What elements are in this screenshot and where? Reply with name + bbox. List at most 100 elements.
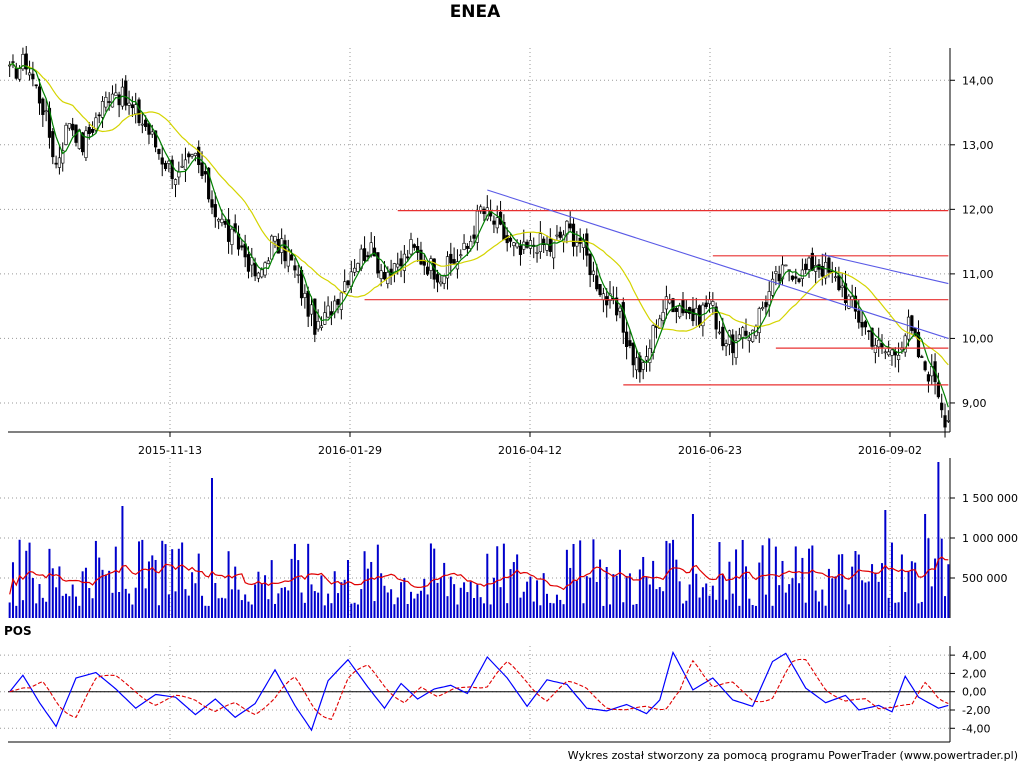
- candle-body: [452, 259, 456, 264]
- volume-bar: [21, 600, 24, 618]
- volume-bar: [658, 587, 661, 618]
- volume-bar: [672, 539, 675, 618]
- candle-body: [230, 228, 234, 245]
- volume-bar: [509, 569, 512, 618]
- volume-bar: [25, 550, 28, 618]
- candle-body: [303, 293, 307, 298]
- volume-bar: [220, 597, 223, 618]
- volume-bar: [317, 592, 320, 618]
- volume-bar: [164, 544, 167, 618]
- candle-body: [741, 327, 745, 339]
- volume-bar: [230, 589, 233, 618]
- candle-body: [525, 241, 529, 248]
- volume-bar: [512, 562, 515, 618]
- volume-bar: [914, 562, 917, 618]
- volume-bar: [463, 582, 466, 618]
- volume-bar: [187, 595, 190, 618]
- candle-body: [472, 234, 476, 239]
- candle-body: [658, 318, 662, 329]
- candle-body: [71, 123, 75, 131]
- candle-body: [51, 131, 55, 158]
- volume-bar: [58, 566, 61, 618]
- volume-bar: [433, 548, 436, 618]
- candle-body: [800, 269, 804, 279]
- volume-bar: [612, 574, 615, 618]
- candle-body: [591, 270, 596, 275]
- candle-body: [648, 348, 652, 363]
- volume-bar: [277, 593, 280, 618]
- volume-bar: [681, 603, 684, 618]
- candle-body: [177, 171, 181, 178]
- volume-bar: [745, 566, 748, 618]
- x-tick-label: 2015-11-13: [138, 444, 202, 457]
- candle-body: [233, 223, 237, 232]
- candle-body: [804, 263, 808, 271]
- volume-bar: [837, 554, 840, 618]
- volume-bar: [934, 558, 937, 618]
- candle-body: [837, 275, 841, 291]
- candle-body: [896, 355, 901, 360]
- candle-body: [505, 235, 509, 244]
- volume-bar: [691, 514, 694, 618]
- candle-body: [147, 123, 151, 135]
- candle-body: [203, 171, 207, 175]
- ma-slow-line: [9, 62, 949, 366]
- candle-body: [492, 220, 496, 225]
- volume-bar: [595, 581, 598, 618]
- volume-bar: [184, 589, 187, 618]
- volume-bar: [131, 604, 134, 618]
- volume-bar: [18, 539, 21, 618]
- candle-body: [644, 356, 649, 361]
- volume-bar: [794, 546, 797, 618]
- volume-bar: [469, 581, 472, 618]
- volume-bar: [864, 582, 867, 618]
- footer-credit: Wykres został stworzony za pomocą progra…: [567, 749, 1018, 762]
- candle-body: [34, 84, 38, 87]
- volume-bar: [280, 587, 283, 618]
- volume-bar: [376, 544, 379, 618]
- candle-body: [442, 275, 446, 284]
- volume-bar: [114, 546, 117, 618]
- volume-tick-label: 1 500 000: [962, 492, 1018, 505]
- volume-bar: [141, 539, 144, 618]
- candle-body: [353, 267, 357, 273]
- volume-bar: [937, 462, 940, 618]
- volume-bar: [599, 559, 602, 618]
- volume-bar: [668, 543, 671, 618]
- candle-body: [24, 53, 28, 70]
- volume-bar: [605, 566, 608, 618]
- candle-body: [246, 254, 251, 272]
- candle-body: [150, 131, 154, 135]
- volume-bar: [814, 590, 817, 618]
- candle-body: [44, 110, 48, 113]
- volume-bar: [751, 604, 754, 618]
- volume-bar: [609, 604, 612, 618]
- volume-bar: [260, 583, 263, 618]
- volume-bar: [811, 545, 814, 618]
- candle-body: [37, 86, 42, 104]
- candle-body: [615, 297, 619, 316]
- volume-bar: [728, 561, 731, 618]
- volume-bar: [781, 560, 784, 618]
- candle-body: [853, 295, 858, 312]
- candle-body: [319, 325, 324, 328]
- candle-body: [714, 306, 718, 330]
- volume-tick-label: 500 000: [962, 572, 1008, 585]
- volume-bar: [244, 594, 247, 618]
- volume-bar: [333, 571, 336, 618]
- candle-body: [8, 64, 12, 67]
- volume-bar: [134, 587, 137, 618]
- candle-body: [154, 130, 158, 148]
- volume-bar: [390, 589, 393, 618]
- volume-bar: [210, 478, 213, 618]
- volume-bar: [585, 576, 588, 618]
- chart-title: ENEA: [449, 2, 501, 22]
- candle-body: [54, 162, 58, 165]
- volume-bar: [303, 602, 306, 618]
- volume-bar: [71, 584, 74, 618]
- volume-bar: [685, 600, 688, 618]
- volume-bar: [111, 592, 114, 618]
- volume-bar: [705, 583, 708, 618]
- candle-body: [598, 284, 602, 295]
- candle-body: [528, 240, 533, 249]
